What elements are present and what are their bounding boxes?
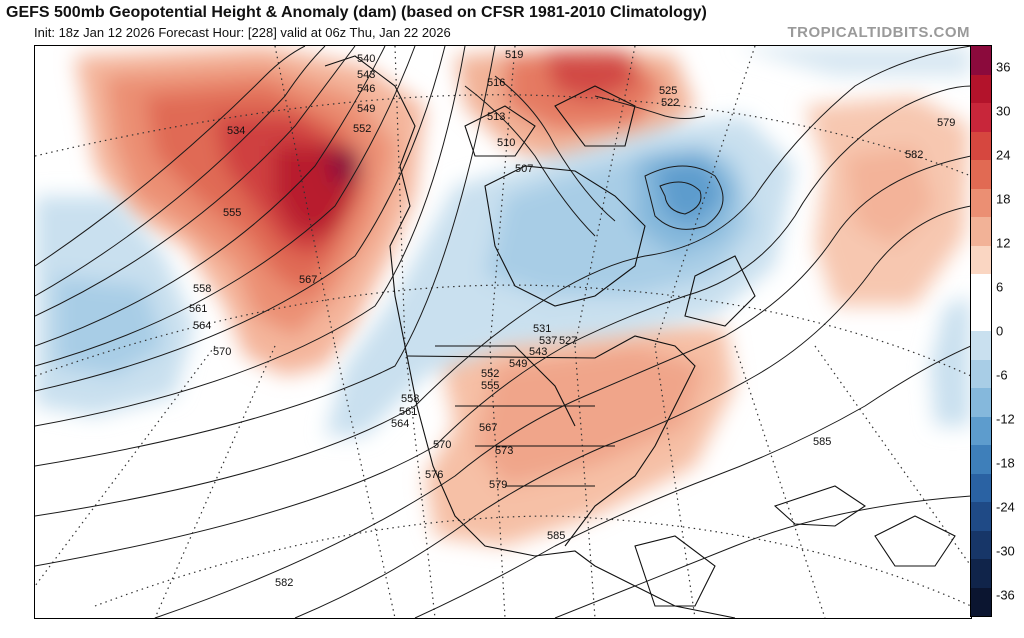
colorbar-segment xyxy=(971,131,991,160)
colorbar-segment xyxy=(971,473,991,502)
svg-text:567: 567 xyxy=(479,422,497,434)
svg-text:558: 558 xyxy=(401,393,419,405)
colorbar-tick: 0 xyxy=(996,323,1004,339)
svg-text:549: 549 xyxy=(509,358,527,370)
svg-text:570: 570 xyxy=(433,439,451,451)
svg-text:513: 513 xyxy=(487,111,505,123)
site-credit: TROPICALTIDBITS.COM xyxy=(787,24,970,41)
colorbar-labels: 36 30 24 18 12 6 0 -6 -12 -18 -24 -30 -3… xyxy=(994,45,1024,617)
svg-text:585: 585 xyxy=(547,530,565,542)
svg-text:525: 525 xyxy=(659,85,677,97)
svg-text:585: 585 xyxy=(813,436,831,448)
colorbar-segment xyxy=(971,359,991,388)
colorbar-tick: -18 xyxy=(996,455,1015,471)
svg-text:549: 549 xyxy=(357,103,375,115)
svg-text:561: 561 xyxy=(399,406,417,418)
colorbar-tick: 36 xyxy=(996,59,1011,75)
colorbar-segment xyxy=(971,530,991,559)
svg-text:522: 522 xyxy=(661,97,679,109)
colorbar-segment xyxy=(971,188,991,217)
colorbar-segment xyxy=(971,217,991,246)
colorbar-tick: 24 xyxy=(996,147,1011,163)
svg-text:519: 519 xyxy=(505,49,523,61)
colorbar-tick: 30 xyxy=(996,103,1011,119)
svg-text:543: 543 xyxy=(529,346,547,358)
svg-text:570: 570 xyxy=(213,346,231,358)
colorbar-segment xyxy=(971,502,991,531)
svg-text:507: 507 xyxy=(515,163,533,175)
colorbar-tick: 12 xyxy=(996,235,1011,251)
svg-text:527: 527 xyxy=(559,335,577,347)
height-contours xyxy=(35,46,971,618)
svg-text:573: 573 xyxy=(495,445,513,457)
colorbar-tick: -12 xyxy=(996,411,1015,427)
svg-text:579: 579 xyxy=(937,117,955,129)
colorbar-tick: -6 xyxy=(996,367,1008,383)
colorbar-tick: -36 xyxy=(996,587,1015,603)
coastlines xyxy=(324,55,956,618)
colorbar xyxy=(970,45,992,617)
svg-text:540: 540 xyxy=(357,53,375,65)
colorbar-segment xyxy=(971,274,991,303)
svg-text:582: 582 xyxy=(905,149,923,161)
svg-text:579: 579 xyxy=(489,479,507,491)
contour-labels: 540 543 546 549 552 534 555 558 561 564 … xyxy=(189,49,955,589)
svg-text:510: 510 xyxy=(497,137,515,149)
svg-text:576: 576 xyxy=(425,469,443,481)
svg-text:567: 567 xyxy=(299,274,317,286)
colorbar-segment xyxy=(971,74,991,103)
colorbar-segment xyxy=(971,559,991,588)
colorbar-segment xyxy=(971,388,991,417)
colorbar-tick: 6 xyxy=(996,279,1004,295)
colorbar-segment xyxy=(971,445,991,474)
svg-text:537: 537 xyxy=(539,335,557,347)
svg-text:516: 516 xyxy=(487,77,505,89)
svg-text:543: 543 xyxy=(357,69,375,81)
svg-text:558: 558 xyxy=(193,283,211,295)
svg-text:582: 582 xyxy=(275,577,293,589)
svg-text:534: 534 xyxy=(227,125,245,137)
colorbar-tick: -24 xyxy=(996,499,1015,515)
colorbar-segment xyxy=(971,587,991,616)
colorbar-segment xyxy=(971,160,991,189)
map-svg: 540 543 546 549 552 534 555 558 561 564 … xyxy=(35,46,971,618)
colorbar-segment xyxy=(971,331,991,360)
colorbar-tick: 18 xyxy=(996,191,1011,207)
map-panel: 540 543 546 549 552 534 555 558 561 564 … xyxy=(34,45,972,619)
svg-text:552: 552 xyxy=(481,368,499,380)
svg-text:555: 555 xyxy=(481,380,499,392)
colorbar-segment xyxy=(971,302,991,331)
colorbar-tick: -30 xyxy=(996,543,1015,559)
svg-text:561: 561 xyxy=(189,303,207,315)
colorbar-segment xyxy=(971,103,991,132)
colorbar-segment xyxy=(971,245,991,274)
svg-text:546: 546 xyxy=(357,83,375,95)
colorbar-segment xyxy=(971,46,991,75)
svg-text:531: 531 xyxy=(533,323,551,335)
colorbar-segment xyxy=(971,416,991,445)
svg-text:564: 564 xyxy=(193,320,211,332)
svg-text:552: 552 xyxy=(353,123,371,135)
svg-text:555: 555 xyxy=(223,207,241,219)
chart-title: GEFS 500mb Geopotential Height & Anomaly… xyxy=(6,4,707,21)
svg-text:564: 564 xyxy=(391,418,409,430)
forecast-subtitle: Init: 18z Jan 12 2026 Forecast Hour: [22… xyxy=(34,25,451,40)
